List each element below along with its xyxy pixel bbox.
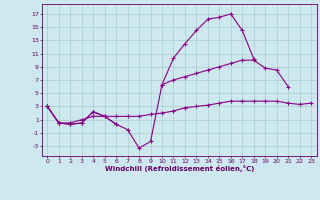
X-axis label: Windchill (Refroidissement éolien,°C): Windchill (Refroidissement éolien,°C): [105, 165, 254, 172]
